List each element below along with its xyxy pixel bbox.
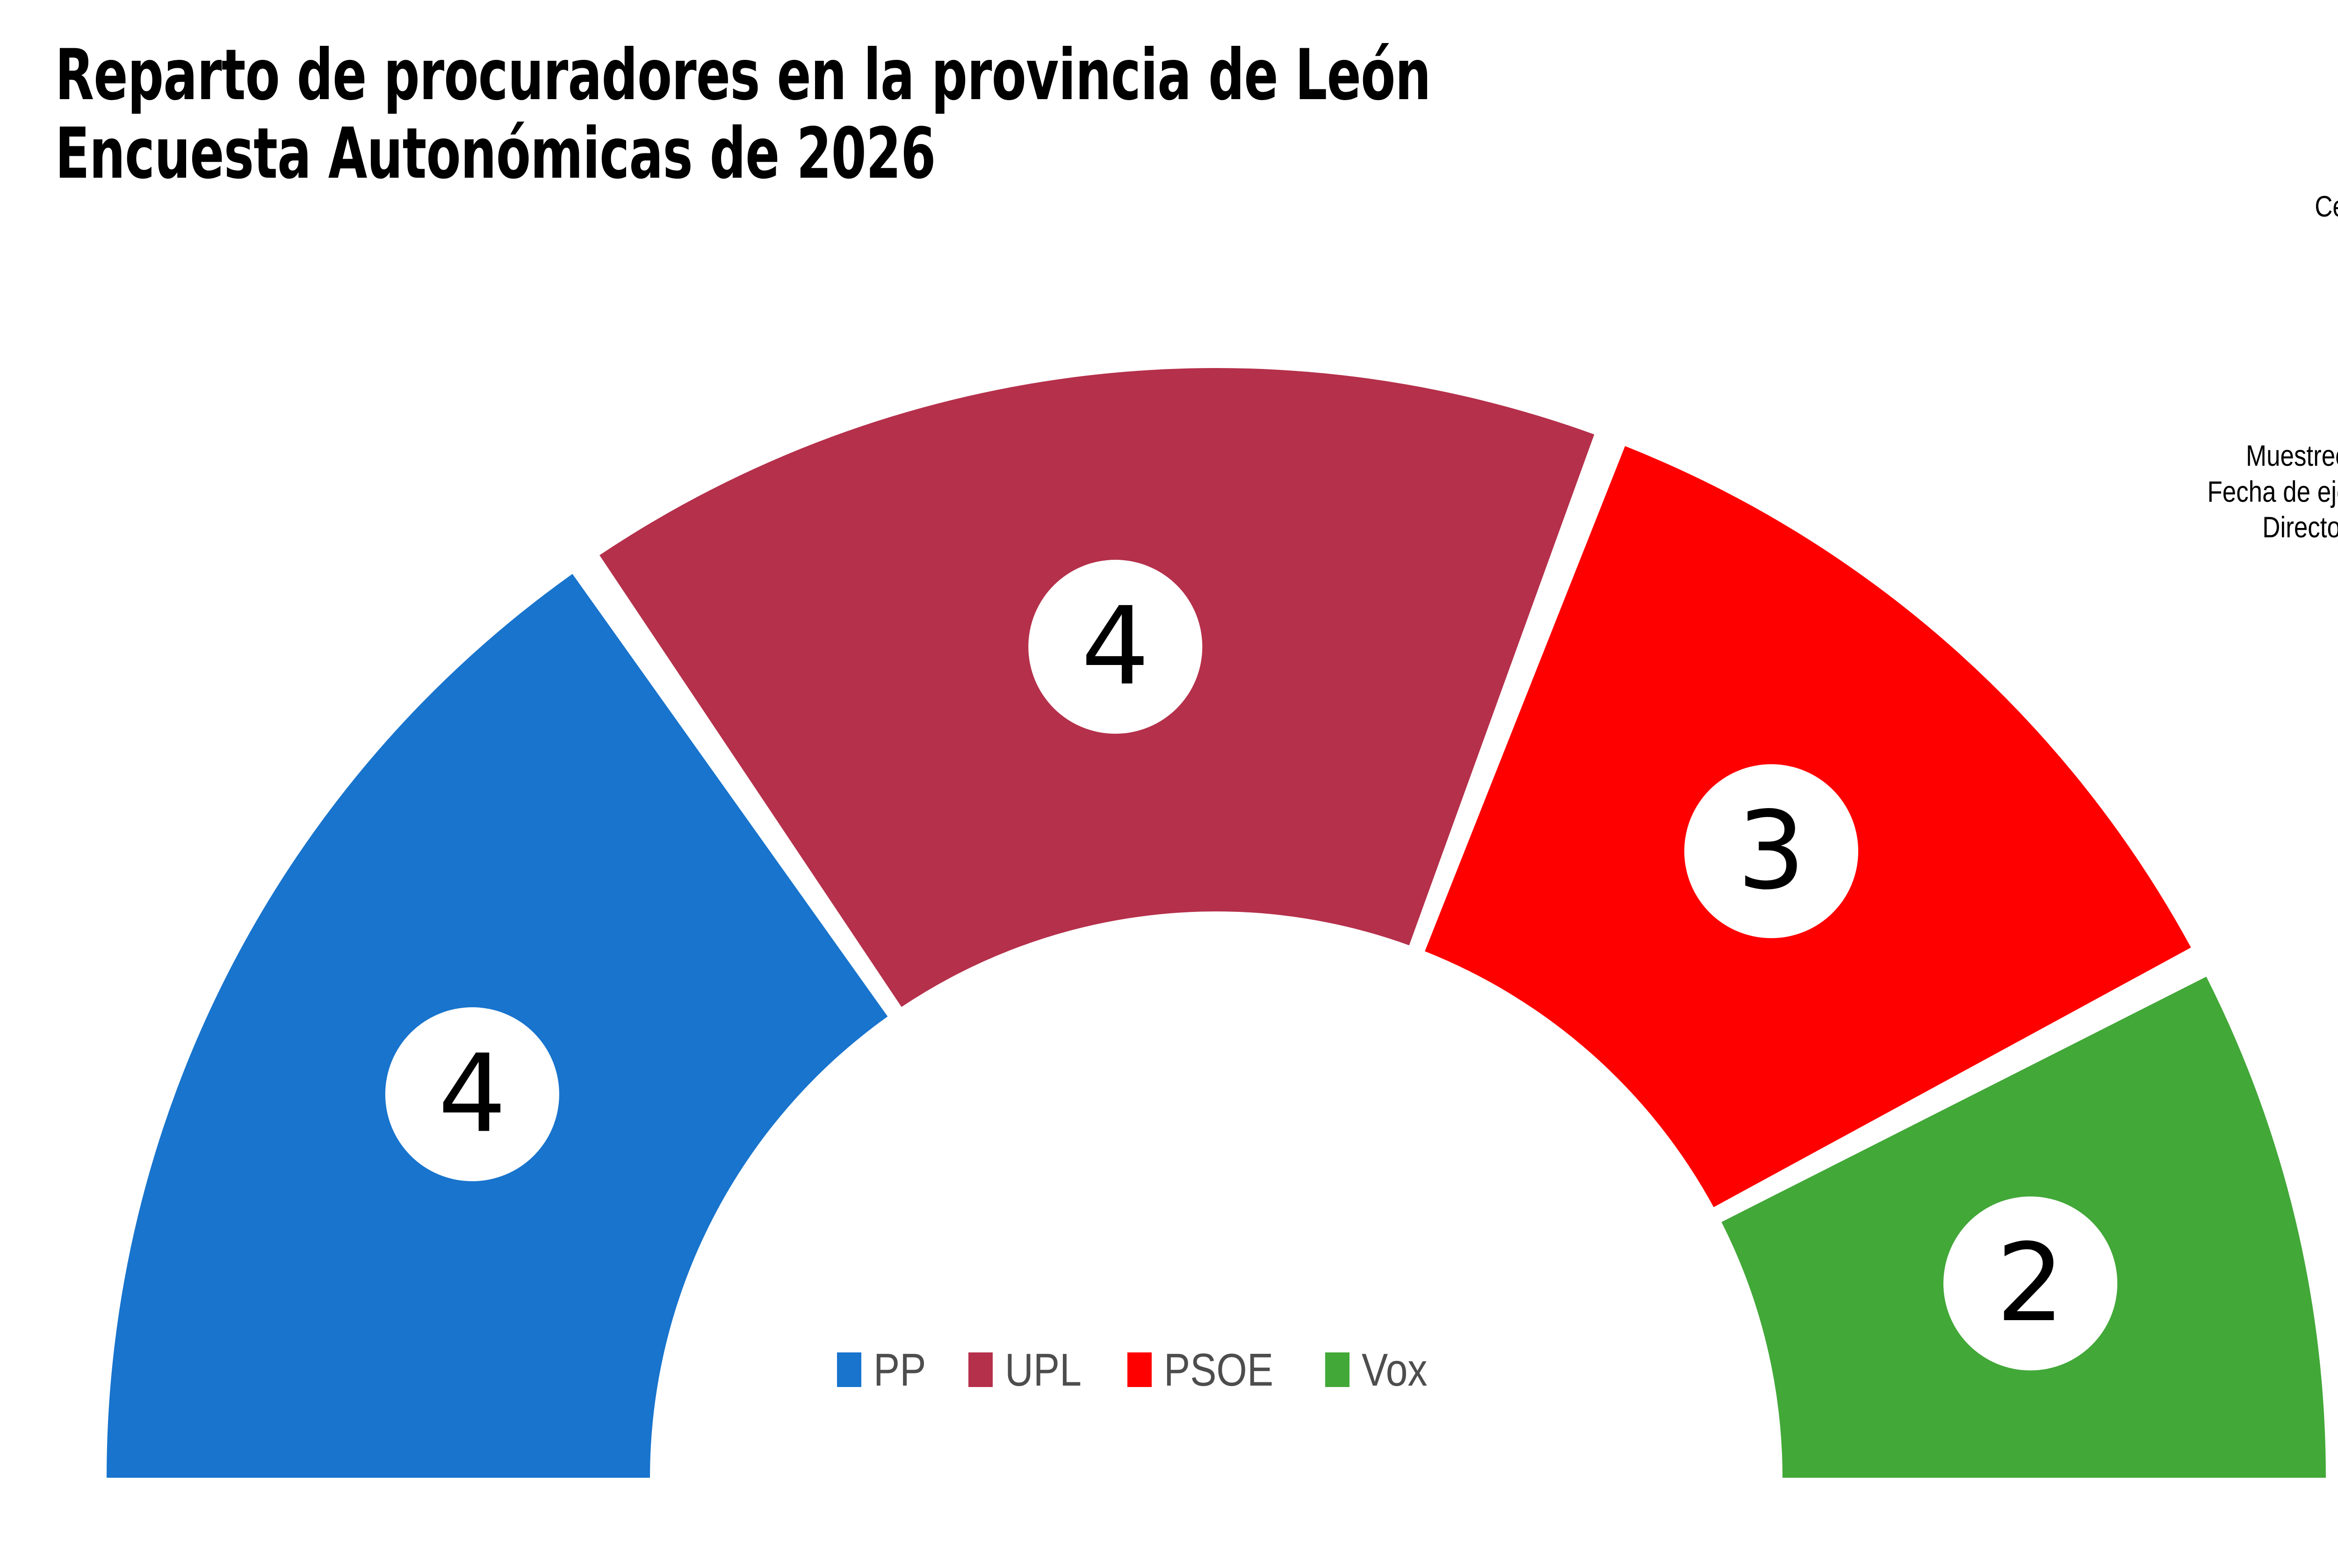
legend-swatch-vox	[1325, 1352, 1349, 1387]
legend-item-upl[interactable]: UPL	[968, 1347, 1094, 1393]
seat-count-pp: 4	[438, 1032, 506, 1156]
technical-sheet-line-6: Técnica: Telefónica asistida por	[1826, 367, 2338, 403]
legend-swatch-pp	[837, 1352, 861, 1387]
technical-sheet-line-4: Margen de error máximo: 2,91%	[1826, 296, 2338, 332]
participation-rate: Participación: 62,96%	[1924, 720, 2338, 765]
technical-sheet-line-2: Marzo 2026: 369979	[1826, 224, 2338, 260]
seat-bubble-psoe	[1684, 764, 1858, 939]
technical-sheet-line-3: Nivel de confianza: 95'45%	[1826, 260, 2338, 296]
note-line-4: por 3527 votos	[2295, 1387, 2338, 1422]
seat-count-bubbles: 4 4 3 2	[385, 560, 2118, 1371]
title-line-1: Reparto de procuradores en la provincia …	[55, 35, 1431, 116]
seat-bubble-vox	[1943, 1196, 2118, 1371]
technical-sheet: RESUMEN DE FICHA TÉCNICA: Censo electora…	[1642, 154, 2338, 545]
technical-sheet-line-9: Fecha de ejecución: del 16 al 21 de Febr…	[2207, 475, 2338, 508]
technical-sheet-line-7: ordenador (IVR) y panel online.	[1826, 403, 2338, 438]
technical-sheet-line-1: Censo electoral (CER INE) Provincia: Leó…	[2315, 190, 2338, 223]
legend-item-psoe[interactable]: PSOE	[1127, 1347, 1291, 1393]
technical-sheet-line-10: Director: Eduardo San José Requejo. Poli…	[2262, 511, 2338, 544]
seat-count-vox: 2	[1996, 1221, 2064, 1346]
legend-label-upl: UPL	[1004, 1344, 1082, 1395]
legend-item-vox[interactable]: Vox	[1325, 1347, 1438, 1393]
legend-item-pp[interactable]: PP	[837, 1347, 935, 1393]
note-line-1: La siguiente candidatura	[2295, 1281, 2338, 1316]
seat-bubble-upl	[1028, 560, 1203, 734]
seat-count-psoe: 3	[1737, 789, 1805, 914]
technical-sheet-line-8: Muestreo: aleatorio estratificado por se…	[2245, 440, 2338, 473]
note-line-3: sería Vox en lugar de UPL	[2295, 1352, 2338, 1387]
legend-label-psoe: PSOE	[1164, 1344, 1274, 1395]
legend-label-pp: PP	[873, 1344, 926, 1395]
legend-swatch-psoe	[1127, 1352, 1152, 1387]
technical-sheet-heading: RESUMEN DE FICHA TÉCNICA:	[1826, 154, 2338, 189]
seat-count-upl: 4	[1081, 585, 1149, 709]
note-line-2: en obtener representación	[2295, 1316, 2338, 1351]
legend-swatch-upl	[968, 1352, 993, 1387]
legend-label-vox: Vox	[1361, 1344, 1428, 1395]
page-title: Reparto de procuradores en la provincia …	[55, 40, 1785, 189]
technical-sheet-line-5: Total de encuestas válidas: 1129	[1826, 332, 2338, 367]
valid-votes: Votos a candidaturas: 232.957	[1924, 765, 2338, 809]
participation-block: Participación: 62,96% Votos a candidatur…	[1759, 720, 2338, 809]
title-line-2: Encuesta Autonómicas de 2026	[55, 113, 936, 195]
next-candidacy-note: La siguiente candidatura en obtener repr…	[2201, 1281, 2338, 1423]
chart-legend: PP UPL PSOE Vox	[837, 1347, 1438, 1393]
seat-bubble-pp	[385, 1007, 559, 1181]
